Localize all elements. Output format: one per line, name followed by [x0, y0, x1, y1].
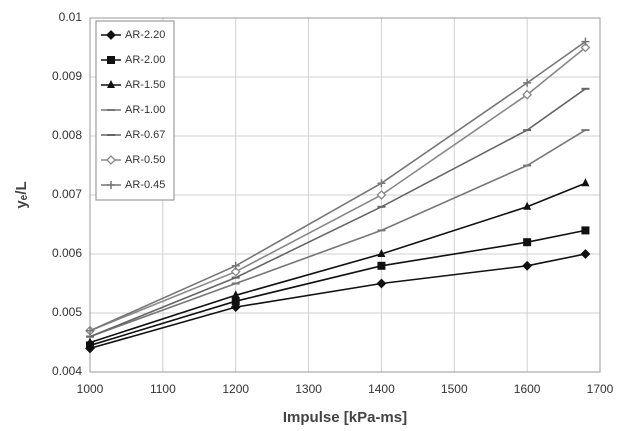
legend-label: AR-2.20 [125, 29, 165, 41]
marker [377, 261, 386, 270]
x-tick-label: 1000 [77, 382, 104, 396]
x-tick-label: 1100 [150, 382, 176, 396]
x-tick-label: 1700 [587, 382, 614, 396]
marker [580, 42, 591, 53]
marker [581, 178, 590, 187]
legend-label: AR-0.50 [125, 154, 165, 166]
marker [522, 260, 533, 271]
marker [106, 155, 116, 165]
legend-label: AR-2.00 [125, 54, 165, 66]
marker [376, 278, 387, 289]
marker [106, 30, 116, 40]
marker [107, 80, 115, 88]
y-tick-label: 0.01 [59, 10, 83, 24]
marker [523, 201, 532, 210]
marker [377, 179, 386, 188]
y-tick-label: 0.008 [52, 128, 82, 142]
marker [230, 266, 241, 277]
legend-label: AR-0.67 [125, 129, 165, 141]
marker [523, 238, 532, 247]
x-tick-label: 1400 [368, 382, 395, 396]
y-tick-label: 0.006 [52, 246, 82, 260]
marker [86, 326, 94, 335]
x-axis-title: Impulse [kPa-ms] [283, 409, 407, 426]
marker [107, 181, 115, 189]
marker [86, 337, 94, 346]
legend-label: AR-1.50 [125, 79, 165, 91]
marker [231, 297, 240, 306]
marker [231, 290, 240, 299]
marker [107, 56, 115, 64]
y-tick-label: 0.007 [52, 187, 82, 201]
plot-border [89, 17, 601, 373]
x-tick-label: 1600 [514, 382, 541, 396]
marker [377, 249, 386, 257]
y-tick-label: 0.009 [52, 69, 82, 83]
legend-label: AR-1.00 [125, 104, 165, 116]
y-axis-title: yₑ/L [13, 181, 30, 208]
marker [522, 89, 533, 100]
marker [581, 226, 590, 235]
x-tick-label: 1300 [295, 382, 322, 396]
x-tick-label: 1200 [222, 382, 249, 396]
y-tick-label: 0.005 [52, 305, 82, 319]
marker [580, 249, 591, 259]
marker [523, 78, 532, 87]
marker [581, 37, 590, 46]
marker [231, 261, 240, 270]
legend-label: AR-0.45 [125, 179, 165, 191]
marker [376, 190, 387, 200]
x-tick-label: 1500 [441, 382, 468, 396]
y-tick-label: 0.004 [52, 364, 82, 378]
